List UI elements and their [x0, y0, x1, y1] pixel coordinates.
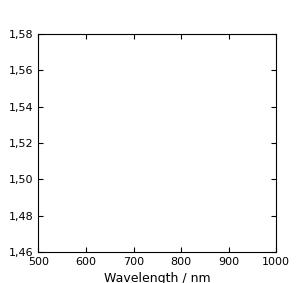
Y-axis label: Refractive index: Refractive index	[0, 92, 3, 194]
X-axis label: Wavelength / nm: Wavelength / nm	[104, 272, 211, 283]
